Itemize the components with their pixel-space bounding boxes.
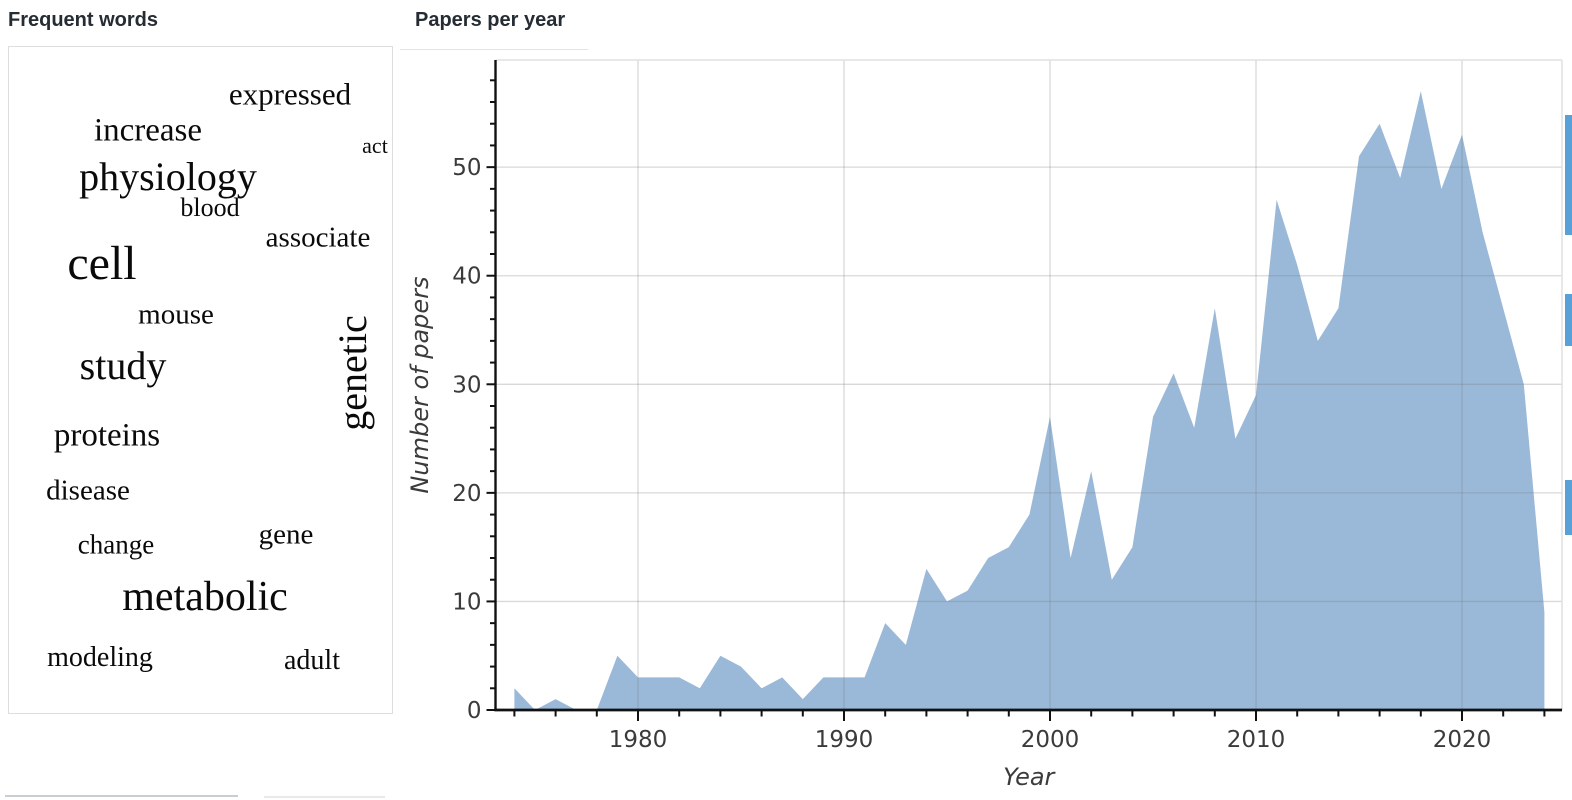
y-tick-label: 10 bbox=[452, 589, 481, 615]
wordcloud-word: metabolic bbox=[122, 574, 288, 620]
x-tick-label: 1990 bbox=[815, 727, 874, 753]
clipped-side-bars bbox=[1565, 115, 1572, 535]
tick-labels: 0 10 20 30 40 50 1980 1990 2000 2010 2020 bbox=[452, 155, 1491, 753]
wordcloud-word: modeling bbox=[47, 642, 153, 673]
wordcloud-word: cell bbox=[67, 237, 137, 290]
clipped-bar bbox=[1565, 480, 1572, 535]
y-tick-label: 0 bbox=[467, 698, 482, 724]
cutoff-panel-top-border bbox=[5, 795, 238, 797]
area-series bbox=[514, 91, 1545, 710]
wordcloud-word: proteins bbox=[53, 417, 161, 454]
x-axis-title: Year bbox=[1003, 763, 1056, 791]
wordcloud-word: act bbox=[362, 133, 388, 158]
wordcloud-word: associate bbox=[265, 221, 371, 254]
clipped-bar bbox=[1565, 115, 1572, 235]
cutoff-button-top-border bbox=[264, 796, 385, 798]
wordcloud-word: change bbox=[77, 529, 155, 560]
y-tick-label: 50 bbox=[452, 155, 481, 181]
wordcloud-word: physiology bbox=[79, 154, 257, 199]
x-tick-label: 2000 bbox=[1021, 727, 1080, 753]
wordcloud-panel: expressed increase act physiology blood assoc… bbox=[8, 46, 393, 714]
gridlines bbox=[495, 60, 1562, 710]
wordcloud-word: blood bbox=[180, 193, 240, 222]
y-tick-label: 40 bbox=[452, 264, 481, 290]
plot-frame bbox=[495, 59, 1563, 710]
wordcloud-word: expressed bbox=[228, 76, 352, 112]
wordcloud-word: mouse bbox=[138, 298, 214, 331]
y-axis-title: Number of papers bbox=[406, 276, 434, 493]
tick-marks bbox=[486, 79, 1546, 721]
x-tick-label: 1980 bbox=[609, 727, 668, 753]
wordcloud-word: gene bbox=[258, 518, 314, 551]
y-tick-label: 20 bbox=[452, 481, 481, 507]
wordcloud-word: adult bbox=[284, 645, 340, 676]
chart-panel-title: Papers per year bbox=[415, 9, 566, 31]
wordcloud-panel-title: Frequent words bbox=[8, 9, 159, 31]
x-tick-label: 2020 bbox=[1433, 727, 1492, 753]
wordcloud-word: increase bbox=[93, 112, 203, 149]
y-tick-label: 30 bbox=[452, 372, 481, 398]
clipped-bar bbox=[1565, 294, 1572, 346]
chart-panel-border bbox=[400, 49, 588, 50]
wordcloud-word: disease bbox=[46, 474, 130, 507]
wordcloud-word: study bbox=[79, 343, 167, 388]
x-tick-label: 2010 bbox=[1227, 727, 1286, 753]
